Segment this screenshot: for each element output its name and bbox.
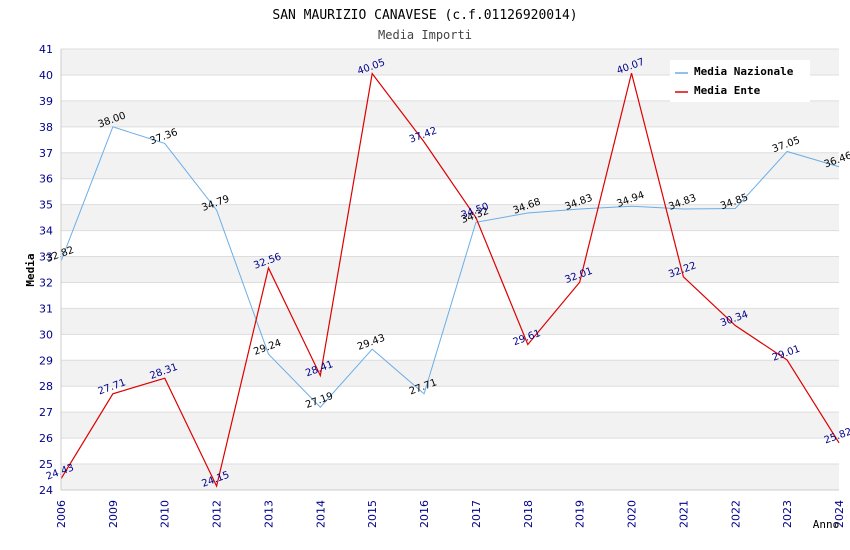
y-tick-label: 41 <box>39 43 53 56</box>
y-tick-label: 34 <box>39 225 53 238</box>
x-tick-label: 2009 <box>107 500 120 528</box>
grid-band <box>61 360 839 387</box>
x-tick-label: 2014 <box>314 500 327 528</box>
y-tick-label: 33 <box>39 251 53 264</box>
data-label: 27.19 <box>304 391 335 411</box>
grid-band <box>61 256 839 283</box>
y-tick-label: 25 <box>39 458 53 471</box>
x-axis-ticks: 2006 2009 2010 2012 2013 2014 2015 2016 2017 2018… <box>55 500 846 528</box>
y-tick-label: 28 <box>39 380 53 393</box>
grid-band <box>61 152 839 179</box>
y-tick-label: 38 <box>39 121 53 134</box>
x-tick-label: 2012 <box>211 500 224 528</box>
grid-band <box>61 100 839 127</box>
y-tick-label: 36 <box>39 173 53 186</box>
y-tick-label: 26 <box>39 432 53 445</box>
series-line-1 <box>60 72 840 488</box>
x-tick-label: 2023 <box>781 500 794 528</box>
x-tick-label: 2017 <box>470 500 483 528</box>
x-tick-label: 2006 <box>55 500 68 528</box>
x-tick-label: 2018 <box>522 500 535 528</box>
data-label: 37.36 <box>149 127 180 147</box>
x-tick-label: 2015 <box>366 500 379 528</box>
y-tick-label: 39 <box>39 95 53 108</box>
chart-subtitle: Media Importi <box>378 28 472 42</box>
x-tick-label: 2022 <box>729 500 742 528</box>
data-label: 37.42 <box>408 125 439 145</box>
y-tick-label: 30 <box>39 328 53 341</box>
x-tick-label: 2010 <box>159 500 172 528</box>
x-tick-label: 2020 <box>626 500 639 528</box>
grid-band <box>61 308 839 335</box>
x-tick-label: 2016 <box>418 500 431 528</box>
y-tick-label: 32 <box>39 276 53 289</box>
legend-background <box>670 60 810 102</box>
data-label: 29.24 <box>252 338 283 358</box>
y-tick-label: 27 <box>39 406 53 419</box>
grid-lines <box>61 48 839 491</box>
grid-band <box>61 412 839 439</box>
y-axis-label: Media <box>24 253 37 286</box>
y-tick-label: 24 <box>39 484 53 497</box>
y-tick-label: 40 <box>39 69 53 82</box>
legend-label-ente: Media Ente <box>694 84 761 97</box>
y-axis-ticks: 24 25 26 27 28 29 30 31 32 33 34 35 36 37 38 39 40 41 <box>39 43 53 497</box>
series-group <box>60 72 840 488</box>
grid-bands <box>61 49 839 490</box>
y-tick-label: 35 <box>39 199 53 212</box>
x-tick-label: 2019 <box>574 500 587 528</box>
legend: Media Nazionale Media Ente <box>670 60 810 102</box>
x-tick-label: 2021 <box>677 500 690 528</box>
legend-label-nazionale: Media Nazionale <box>694 65 794 78</box>
chart-title: SAN MAURIZIO CANAVESE (c.f.01126920014) <box>272 8 577 23</box>
x-tick-label: 2013 <box>262 500 275 528</box>
y-tick-label: 29 <box>39 354 53 367</box>
y-tick-label: 31 <box>39 302 53 315</box>
x-tick-label: 2024 <box>833 500 846 528</box>
x-axis-label: Anno <box>813 518 840 531</box>
series-line-0 <box>60 126 840 408</box>
grid-band <box>61 464 839 490</box>
y-tick-label: 37 <box>39 147 53 160</box>
